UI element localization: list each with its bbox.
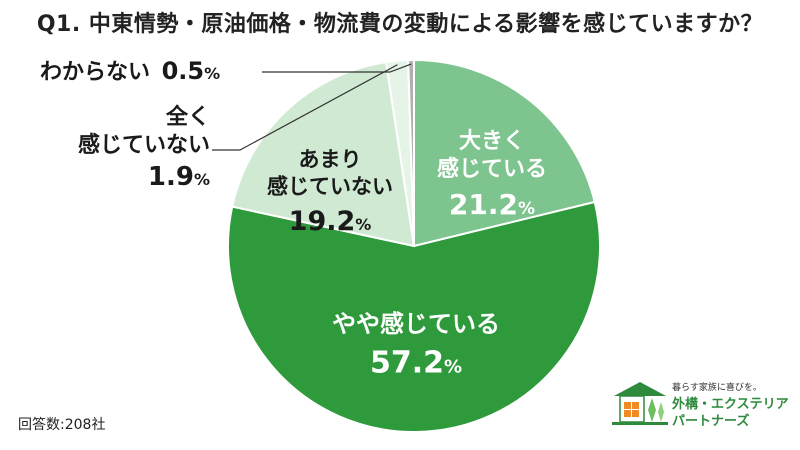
logo-brand-line1: 外構・エクステリア bbox=[672, 397, 789, 412]
response-count: 回答数:208社 bbox=[18, 417, 106, 433]
slice-label-1-line-0: やや感じている bbox=[332, 310, 500, 338]
slice-value-0: 21.2% bbox=[449, 188, 535, 221]
label-wakaranai-value: 0.5 bbox=[161, 57, 205, 85]
logo-brand-line2: パートナーズ bbox=[672, 414, 750, 429]
pie-slice-1 bbox=[227, 200, 601, 433]
pie-slice-0 bbox=[413, 58, 596, 248]
label-mattaku: 全く 感じていない 1.9% bbox=[60, 104, 210, 194]
label-wakaranai-name: わからない bbox=[40, 60, 151, 85]
house-logo-icon bbox=[612, 382, 668, 425]
label-mattaku-value: 1.9 bbox=[147, 162, 194, 192]
slice-value-1: 57.2% bbox=[370, 346, 462, 381]
slice-label-0-line-0: 大きく bbox=[459, 129, 525, 154]
slice-label-2-line-1: 感じていない bbox=[267, 175, 393, 199]
label-wakaranai: わからない 0.5% bbox=[40, 56, 220, 87]
leader-line-wakaranai bbox=[262, 63, 412, 73]
leader-line-mattaku bbox=[212, 64, 398, 151]
slice-label-2-line-0: あまり bbox=[299, 148, 362, 172]
label-mattaku-unit: % bbox=[193, 170, 210, 189]
slice-value-2: 19.2% bbox=[289, 206, 372, 237]
label-mattaku-line1: 全く bbox=[165, 105, 210, 130]
pie-slice-2 bbox=[231, 60, 416, 248]
slice-label-0-line-1: 感じている bbox=[437, 156, 547, 182]
chart-title: Q1. 中東情勢・原油価格・物流費の変動による影響を感じていますか？ bbox=[36, 12, 764, 37]
pie-slice-4 bbox=[407, 58, 415, 247]
logo-tagline: 暮らす家族に喜びを。 bbox=[672, 383, 762, 393]
label-mattaku-line2: 感じていない bbox=[77, 132, 210, 158]
company-logo: 暮らす家族に喜びを。 外構・エクステリア パートナーズ bbox=[612, 378, 792, 429]
label-wakaranai-unit: % bbox=[204, 64, 221, 83]
